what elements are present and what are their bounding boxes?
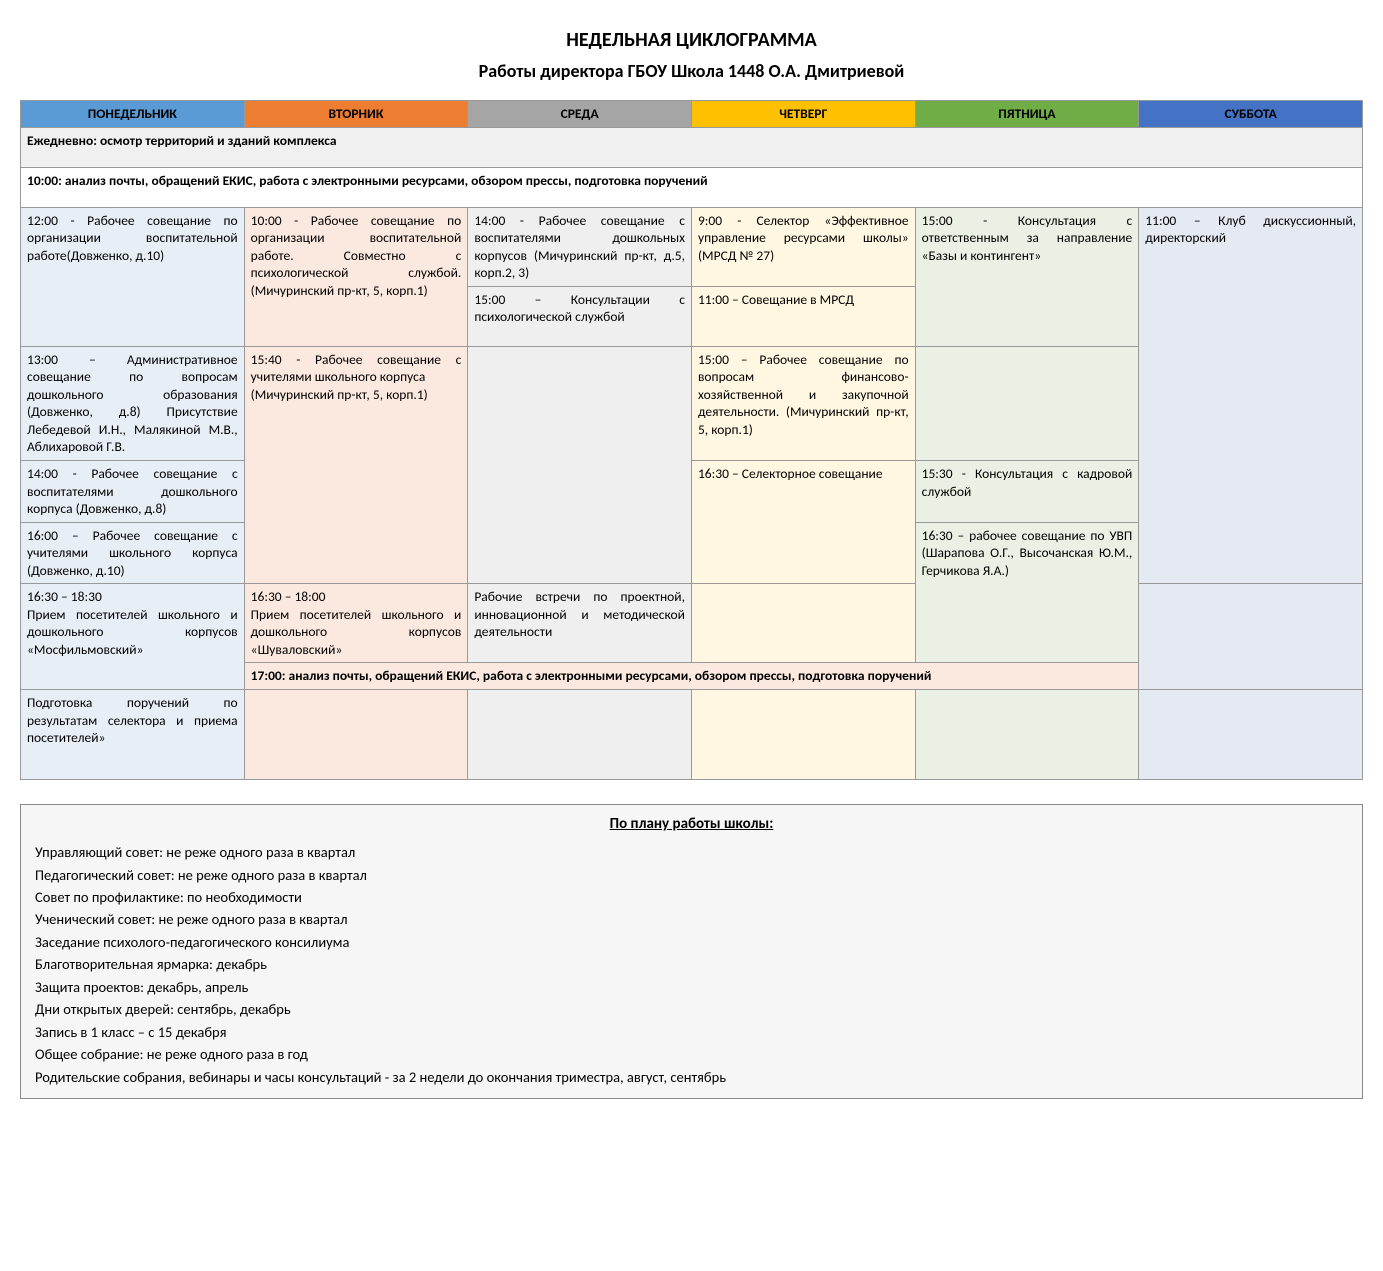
sat-r1: 11:00 – Клуб дискуссионный, директорский (1139, 207, 1363, 584)
day-header-thu: ЧЕТВЕРГ (691, 101, 915, 128)
daily-row: Ежедневно: осмотр территорий и зданий ко… (21, 127, 1363, 167)
plan-title: По плану работы школы: (35, 815, 1348, 833)
day-header-wed: СРЕДА (468, 101, 692, 128)
schedule-table: ПОНЕДЕЛЬНИК ВТОРНИК СРЕДА ЧЕТВЕРГ ПЯТНИЦ… (20, 100, 1363, 780)
sat-empty-r5 (1139, 584, 1363, 690)
wed-r1a: 14:00 - Рабочее совещание с воспитателям… (468, 207, 692, 286)
plan-line: Управляющий совет: не реже одного раза в… (35, 841, 1348, 863)
sat-empty-r6 (1139, 690, 1363, 780)
day-header-sat: СУББОТА (1139, 101, 1363, 128)
thu-r3: 16:30 – Селекторное совещание (691, 461, 915, 584)
tue-empty-r6 (244, 690, 468, 780)
daily-cell: Ежедневно: осмотр территорий и зданий ко… (21, 127, 1363, 167)
plan-line: Запись в 1 класс – с 15 декабря (35, 1021, 1348, 1043)
fri-r3: 15:30 - Консультация с кадровой службой (915, 461, 1139, 523)
tue-r5: 16:30 – 18:00Прием посетителей школьного… (244, 584, 468, 663)
wed-r1b: 15:00 – Консультации с психологической с… (468, 286, 692, 346)
row-6: Подготовка поручений по результатам селе… (21, 690, 1363, 780)
thu-r1a: 9:00 - Селектор «Эффективное управление … (691, 207, 915, 286)
plan-box: По плану работы школы: Управляющий совет… (20, 804, 1363, 1099)
fri-r4: 16:30 – рабочее совещание по УВП (Шарапо… (915, 522, 1139, 663)
ten-cell: 10:00: анализ почты, обращений ЕКИС, раб… (21, 167, 1363, 207)
page-title: НЕДЕЛЬНАЯ ЦИКЛОГРАММА (20, 28, 1363, 52)
mon-r6: Подготовка поручений по результатам селе… (21, 690, 245, 780)
day-header-tue: ВТОРНИК (244, 101, 468, 128)
mon-r5: 16:30 – 18:30Прием посетителей школьного… (21, 584, 245, 690)
plan-line: Родительские собрания, вебинары и часы к… (35, 1066, 1348, 1088)
plan-lines: Управляющий совет: не реже одного раза в… (35, 841, 1348, 1088)
tue-r2: 15:40 - Рабочее совещание с учителями шк… (244, 346, 468, 584)
mon-r3: 14:00 - Рабочее совещание с воспитателям… (21, 461, 245, 523)
thu-r2: 15:00 – Рабочее совещание по вопросам фи… (691, 346, 915, 460)
plan-line: Защита проектов: декабрь, апрель (35, 976, 1348, 998)
fri-empty-r6 (915, 690, 1139, 780)
plan-line: Дни открытых дверей: сентябрь, декабрь (35, 998, 1348, 1020)
fri-r1: 15:00 - Консультация с ответственным за … (915, 207, 1139, 346)
day-header-mon: ПОНЕДЕЛЬНИК (21, 101, 245, 128)
seventeen-cell: 17:00: анализ почты, обращений ЕКИС, раб… (244, 663, 1139, 690)
day-header-fri: ПЯТНИЦА (915, 101, 1139, 128)
wed-empty-r6 (468, 690, 692, 780)
plan-line: Благотворительная ярмарка: декабрь (35, 953, 1348, 975)
thu-empty-r6 (691, 690, 915, 780)
row-5: 16:30 – 18:30Прием посетителей школьного… (21, 584, 1363, 663)
mon-r4: 16:00 – Рабочее совещание с учителями шк… (21, 522, 245, 584)
thu-r1b: 11:00 – Совещание в МРСД (691, 286, 915, 346)
plan-line: Ученический совет: не реже одного раза в… (35, 908, 1348, 930)
plan-line: Заседание психолого-педагогического конс… (35, 931, 1348, 953)
ten-row: 10:00: анализ почты, обращений ЕКИС, раб… (21, 167, 1363, 207)
mon-r1: 12:00 - Рабочее совещание по организации… (21, 207, 245, 346)
page-subtitle: Работы директора ГБОУ Школа 1448 О.А. Дм… (20, 60, 1363, 82)
header-row: ПОНЕДЕЛЬНИК ВТОРНИК СРЕДА ЧЕТВЕРГ ПЯТНИЦ… (21, 101, 1363, 128)
row-1a: 12:00 - Рабочее совещание по организации… (21, 207, 1363, 286)
wed-r5: Рабочие встречи по проектной, инновацион… (468, 584, 692, 663)
fri-empty-r2 (915, 346, 1139, 460)
thu-empty-r5 (691, 584, 915, 663)
plan-line: Педагогический совет: не реже одного раз… (35, 864, 1348, 886)
tue-r1: 10:00 - Рабочее совещание по организации… (244, 207, 468, 346)
wed-empty (468, 346, 692, 584)
mon-r2: 13:00 – Административное совещание по во… (21, 346, 245, 460)
plan-line: Общее собрание: не реже одного раза в го… (35, 1043, 1348, 1065)
plan-line: Совет по профилактике: по необходимости (35, 886, 1348, 908)
